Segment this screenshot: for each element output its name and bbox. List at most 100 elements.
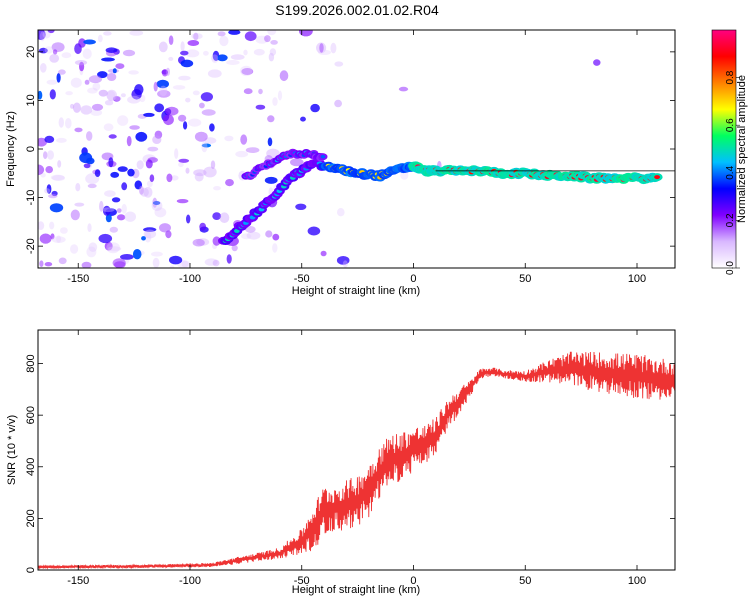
noise-blob [174, 148, 179, 160]
spectrogram-x-axis-label: Height of straight line (km) [292, 285, 420, 297]
spectrogram-plot-area [38, 30, 675, 268]
noise-blob [45, 166, 53, 174]
noise-blob [114, 261, 126, 268]
noise-blob [201, 143, 212, 148]
noise-blob [245, 226, 256, 233]
noise-blob [146, 180, 153, 188]
noise-blob [49, 54, 60, 63]
noise-blob [129, 125, 140, 130]
noise-blob [170, 175, 179, 181]
noise-blob [104, 190, 116, 197]
colorbar-tick-label: 0.0 [725, 261, 736, 275]
noise-blob [88, 75, 102, 84]
noise-blob [290, 158, 304, 167]
noise-blob [201, 109, 216, 116]
y-tick-label: 0 [25, 146, 37, 152]
noise-blob [138, 185, 144, 195]
noise-blob [147, 146, 159, 152]
noise-blob [203, 50, 209, 56]
noise-blob [264, 176, 278, 184]
noise-blob [102, 205, 111, 216]
noise-blob [226, 254, 232, 264]
noise-blob [117, 166, 128, 172]
x-tick-label: 50 [519, 273, 531, 285]
noise-blob [58, 117, 64, 128]
noise-blob [44, 46, 54, 54]
noise-blob [74, 202, 85, 207]
y-tick-label: -20 [25, 238, 37, 254]
colorbar-ticks: 0.0 0.2 0.4 0.6 0.8 [725, 70, 740, 275]
x-tick-label: -50 [294, 575, 310, 587]
noise-blob [124, 211, 136, 222]
noise-blob [204, 258, 218, 266]
noise-blob [52, 49, 58, 55]
noise-blob [58, 69, 66, 75]
x-tick-label: -50 [294, 273, 310, 285]
noise-blob [134, 84, 144, 96]
noise-blob [176, 199, 189, 204]
noise-blob [334, 61, 344, 67]
noise-blob [57, 160, 62, 168]
x-tick-label: -100 [179, 273, 201, 285]
noise-blob [154, 103, 165, 113]
noise-blob [112, 96, 121, 102]
noise-blob [219, 212, 230, 223]
noise-blob [209, 123, 215, 132]
noise-blob [593, 59, 601, 66]
noise-blob [115, 63, 125, 69]
noise-blob [230, 54, 245, 60]
noise-blob [243, 88, 253, 95]
noise-blob [152, 257, 160, 268]
noise-blob [265, 230, 273, 238]
noise-blob [106, 73, 117, 81]
noise-blob [38, 221, 45, 230]
noise-blob [86, 246, 97, 258]
noise-blob [186, 214, 191, 224]
chart-title: S199.2026.002.01.02.R04 [275, 2, 439, 18]
noise-blob [97, 34, 103, 43]
y-tick-label: 600 [25, 406, 37, 424]
noise-blob [112, 95, 122, 101]
noise-blob [103, 31, 112, 36]
noise-blob [241, 68, 254, 75]
noise-blob [106, 242, 120, 254]
noise-blob [86, 131, 93, 141]
noise-blob [194, 172, 204, 182]
noise-blob [82, 48, 92, 60]
noise-blob [80, 105, 93, 115]
noise-blob [106, 90, 116, 101]
noise-blob [169, 255, 183, 265]
noise-blob [267, 30, 277, 36]
noise-blob [61, 52, 72, 59]
colorbar-frame [711, 29, 737, 269]
noise-blob [70, 103, 75, 109]
y-tick-label: 400 [25, 458, 37, 476]
noise-blob [213, 186, 221, 191]
noise-blob [140, 187, 149, 197]
noise-blob [178, 158, 190, 163]
noise-blob [157, 90, 171, 98]
upper-branch-mark [320, 154, 326, 159]
noise-blob [337, 208, 345, 217]
noise-blob [47, 30, 55, 34]
noise-blob [336, 256, 350, 265]
noise-blob [44, 188, 51, 194]
noise-blob [58, 257, 67, 265]
noise-blob [185, 167, 190, 174]
noise-blob [83, 163, 91, 169]
noise-blob [49, 89, 56, 100]
y-tick-label: 20 [25, 46, 37, 58]
noise-blob [127, 95, 141, 104]
noise-blob [152, 201, 161, 205]
noise-blob [74, 127, 83, 133]
noise-blob [159, 223, 171, 233]
noise-blob [101, 57, 115, 62]
noise-blob [334, 99, 342, 108]
noise-blob [132, 249, 142, 260]
noise-blob [42, 31, 51, 39]
colorbar-label: Normalized spectral amplitude [736, 75, 748, 223]
noise-blob [168, 35, 174, 45]
noise-blob [50, 174, 65, 181]
noise-blob [40, 63, 47, 73]
